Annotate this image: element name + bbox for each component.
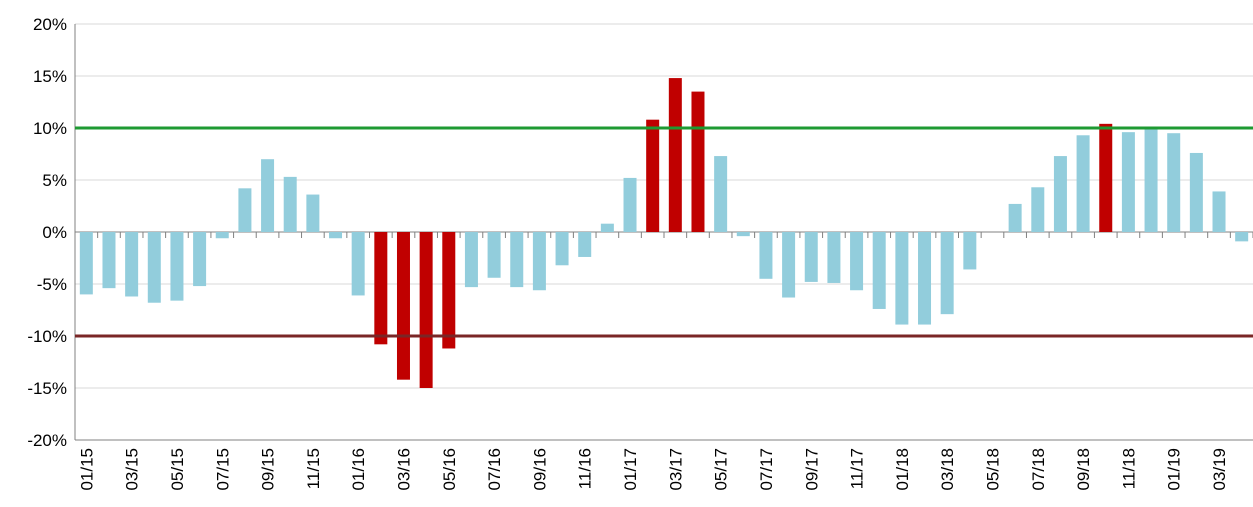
bar: [918, 232, 932, 325]
bar: [1189, 152, 1203, 232]
bar: [193, 232, 207, 287]
bar: [329, 232, 343, 239]
bar: [714, 156, 728, 232]
x-tick-label: 09/17: [802, 448, 821, 491]
bar: [510, 232, 524, 288]
bar: [850, 232, 864, 291]
bar: [419, 232, 433, 388]
bar: [396, 232, 410, 380]
y-tick-label: 10%: [33, 119, 67, 138]
x-tick-label: 11/16: [576, 448, 595, 489]
bar: [668, 78, 682, 232]
bar: [1076, 135, 1090, 232]
bar: [872, 232, 886, 309]
y-tick-label: -20%: [27, 431, 67, 450]
x-tick-label: 07/16: [485, 448, 504, 491]
x-tick-label: 09/15: [259, 448, 278, 491]
y-tick-label: -5%: [37, 275, 67, 294]
x-tick-label: 07/15: [213, 448, 232, 491]
bar: [147, 232, 161, 303]
bar: [555, 232, 569, 266]
bar: [1031, 187, 1045, 232]
bar: [170, 232, 184, 301]
bar: [79, 232, 93, 295]
bar: [804, 232, 818, 282]
bar: [487, 232, 501, 278]
bar: [532, 232, 546, 291]
bar: [578, 232, 592, 257]
x-tick-label: 05/17: [712, 448, 731, 491]
x-tick-label: 01/15: [77, 448, 96, 491]
bar: [1144, 129, 1158, 232]
x-tick-label: 05/16: [440, 448, 459, 491]
y-tick-label: 0%: [42, 223, 67, 242]
bar: [736, 232, 750, 237]
y-tick-label: -15%: [27, 379, 67, 398]
x-tick-label: 09/16: [530, 448, 549, 491]
bar: [215, 232, 229, 239]
x-tick-label: 11/17: [848, 448, 867, 489]
bar: [125, 232, 139, 297]
bar: [1235, 232, 1249, 242]
x-tick-label: 01/17: [621, 448, 640, 491]
bar: [600, 223, 614, 232]
bar: [442, 232, 456, 349]
y-tick-label: 20%: [33, 15, 67, 34]
bar: [283, 176, 297, 232]
bar: [1121, 132, 1135, 232]
x-tick-label: 09/18: [1074, 448, 1093, 491]
bar: [1167, 133, 1181, 232]
bar: [646, 119, 660, 232]
x-tick-label: 11/18: [1119, 448, 1138, 489]
bar: [464, 232, 478, 288]
x-tick-label: 03/16: [394, 448, 413, 491]
x-tick-label: 07/17: [757, 448, 776, 491]
bar: [691, 91, 705, 232]
bar: [238, 188, 252, 232]
x-tick-label: 07/18: [1029, 448, 1048, 491]
bar: [963, 232, 977, 270]
x-tick-label: 01/18: [893, 448, 912, 491]
bar: [827, 232, 841, 283]
x-tick-label: 03/15: [123, 448, 142, 491]
bar: [351, 232, 365, 296]
bar: [306, 194, 320, 232]
x-tick-label: 01/19: [1165, 448, 1184, 491]
bar: [1053, 156, 1067, 232]
bar: [374, 232, 388, 345]
x-tick-label: 11/15: [304, 448, 323, 489]
x-tick-label: 05/18: [983, 448, 1002, 491]
x-tick-label: 05/15: [168, 448, 187, 491]
bar: [1099, 123, 1113, 232]
bar: [1212, 191, 1226, 232]
x-tick-label: 03/17: [666, 448, 685, 491]
x-tick-label: 01/16: [349, 448, 368, 491]
y-tick-label: 5%: [42, 171, 67, 190]
bar: [261, 159, 275, 232]
x-tick-label: 03/19: [1210, 448, 1229, 491]
bar: [759, 232, 773, 279]
bar: [782, 232, 796, 298]
bar: [623, 177, 637, 232]
bar: [1008, 203, 1022, 232]
bar: [102, 232, 116, 289]
y-tick-label: -10%: [27, 327, 67, 346]
x-tick-label: 03/18: [938, 448, 957, 491]
bar: [940, 232, 954, 315]
bar: [895, 232, 909, 325]
y-tick-label: 15%: [33, 67, 67, 86]
